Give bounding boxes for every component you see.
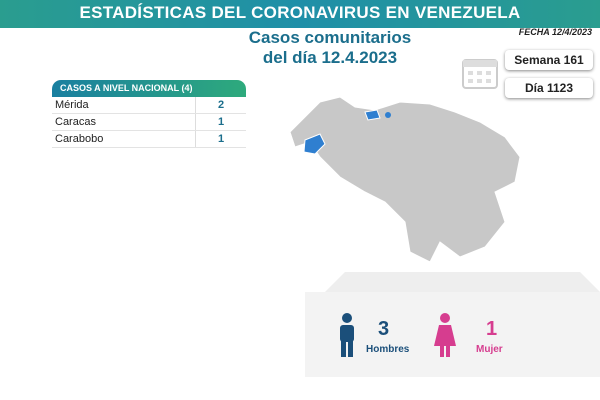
men-label: Hombres xyxy=(366,344,410,355)
state-name: Carabobo xyxy=(55,133,104,145)
table-row: Mérida 2 xyxy=(52,97,246,114)
state-name: Caracas xyxy=(55,116,96,128)
gender-panel xyxy=(305,272,600,377)
header-title: ESTADÍSTICAS DEL CORONAVIRUS EN VENEZUEL… xyxy=(79,3,521,22)
table-total: (4) xyxy=(181,83,193,93)
table-body: Mérida 2 Caracas 1 Carabobo 1 xyxy=(52,97,246,148)
cases-table: CASOS A NIVEL NACIONAL (4) Mérida 2 Caraca… xyxy=(52,80,246,148)
women-count: 1 xyxy=(486,318,498,340)
men-count: 3 xyxy=(378,318,390,340)
table-row: Carabobo 1 xyxy=(52,131,246,148)
women-label: Mujer xyxy=(476,344,503,355)
week-box: Semana 161 xyxy=(505,50,593,70)
table-header: CASOS A NIVEL NACIONAL (4) xyxy=(52,80,246,97)
date: FECHA 12/4/2023 xyxy=(518,27,592,37)
calendar-icon xyxy=(462,59,498,89)
day-box: Día 1123 xyxy=(505,78,593,98)
table-title: CASOS A NIVEL NACIONAL xyxy=(60,83,180,93)
case-count: 1 xyxy=(195,131,246,147)
header-band xyxy=(0,0,600,28)
subtitle: Casos comunitarios xyxy=(248,28,412,47)
table-row: Caracas 1 xyxy=(52,114,246,131)
case-count: 2 xyxy=(195,97,246,113)
case-count: 1 xyxy=(195,114,246,130)
map xyxy=(289,96,521,263)
state-name: Mérida xyxy=(55,99,89,111)
subtitle: del día 12.4.2023 xyxy=(262,48,398,67)
